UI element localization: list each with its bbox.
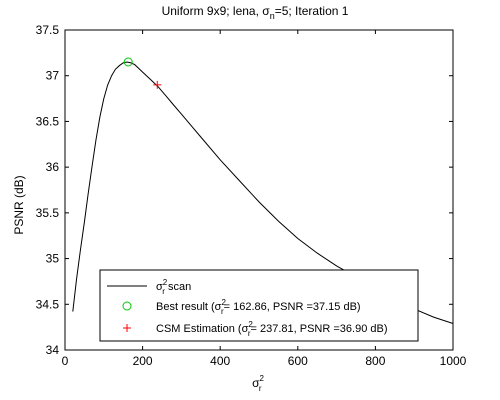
legend-label-best-pre: Best result (σ xyxy=(156,301,222,313)
legend-label-csm-sub: r xyxy=(248,329,251,338)
y-tick-label: 35 xyxy=(46,252,60,266)
legend-label-csm-post: = 237.81, PSNR =36.90 dB) xyxy=(251,323,388,335)
y-tick-label: 35.5 xyxy=(36,206,60,220)
legend-label-scan-base: σ xyxy=(156,281,163,293)
y-tick-label: 36 xyxy=(46,160,60,174)
y-tick-label: 34.5 xyxy=(36,297,60,311)
csm-estimation-marker xyxy=(153,80,162,89)
x-axis-label-base: σ xyxy=(252,376,260,390)
y-tick-label: 37 xyxy=(46,69,60,83)
x-tick-label: 1000 xyxy=(440,354,467,368)
x-tick-label: 200 xyxy=(133,354,153,368)
chart-title-sub: n xyxy=(270,11,275,21)
legend-label-scan: σ2 r scan xyxy=(156,278,191,296)
legend-box xyxy=(99,269,419,342)
legend-label-best-sub: r xyxy=(221,307,224,316)
x-tick-label: 400 xyxy=(210,354,230,368)
chart-title: Uniform 9x9; lena, σn=5; Iteration 1 xyxy=(162,4,349,21)
legend-label-best-sup: 2 xyxy=(221,298,226,307)
y-axis-label: PSNR (dB) xyxy=(12,175,26,234)
legend-label-csm-sup: 2 xyxy=(248,320,253,329)
legend-best-marker xyxy=(122,301,132,311)
x-tick-label: 600 xyxy=(288,354,308,368)
x-axis-label-sup: 2 xyxy=(259,374,264,383)
x-tick-label: 0 xyxy=(62,354,69,368)
legend-label-scan-sub: r xyxy=(162,287,165,296)
legend-csm-marker xyxy=(123,324,131,332)
legend: σ2 r scan Best result (σ2 r= 162.86, PSNR … xyxy=(99,269,419,342)
legend-label-scan-post: scan xyxy=(165,281,191,293)
x-tick-label: 800 xyxy=(365,354,385,368)
y-tick-label: 36.5 xyxy=(36,114,60,128)
chart-title-post: =5; Iteration 1 xyxy=(275,4,349,18)
y-tick-label: 37.5 xyxy=(36,23,60,37)
legend-label-best: Best result (σ2 r= 162.86, PSNR =37.15 dB… xyxy=(156,298,361,316)
series-line-scan xyxy=(72,61,454,324)
legend-label-csm: CSM Estimation (σ2 r= 237.81, PSNR =36.90… xyxy=(156,320,387,338)
axis-ticks: 0 200 400 600 800 1000 34 34.5 35 35.5 36 36.5 37 37.… xyxy=(36,23,467,368)
x-axis-label: σ2 r xyxy=(252,374,264,393)
legend-label-best-post: = 162.86, PSNR =37.15 dB) xyxy=(224,301,361,313)
best-result-marker xyxy=(123,57,133,67)
y-tick-label: 34 xyxy=(46,343,60,357)
legend-label-scan-sup: 2 xyxy=(163,278,168,287)
chart-title-pre: Uniform 9x9; lena, σ xyxy=(162,4,271,18)
legend-label-csm-pre: CSM Estimation (σ xyxy=(156,323,249,335)
x-axis-label-sub: r xyxy=(259,384,262,393)
